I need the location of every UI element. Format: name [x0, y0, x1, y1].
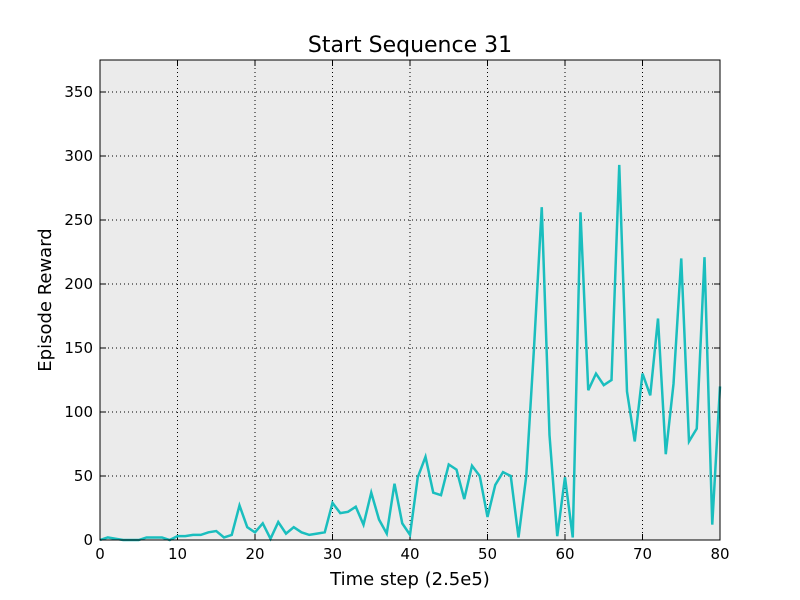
y-tick-label: 50	[74, 467, 93, 485]
x-tick-label: 70	[633, 545, 652, 563]
y-tick-label: 100	[64, 403, 93, 421]
x-tick-label: 80	[710, 545, 729, 563]
x-tick-labels: 0 10 20 30 40 50 60 70 80	[95, 545, 729, 563]
x-tick-label: 40	[400, 545, 419, 563]
x-tick-label: 50	[478, 545, 497, 563]
x-tick-label: 60	[555, 545, 574, 563]
series-group	[99, 164, 722, 542]
y-tick-label: 250	[64, 211, 93, 229]
y-tick-label: 200	[64, 275, 93, 293]
y-tick-label: 0	[83, 531, 93, 549]
series-line	[99, 164, 722, 542]
y-axis-label: Episode Reward	[35, 228, 56, 371]
chart-title: Start Sequence 31	[308, 33, 512, 58]
y-tick-label: 350	[64, 83, 93, 101]
y-tick-label: 150	[64, 339, 93, 357]
x-tick-label: 10	[168, 545, 187, 563]
y-tick-label: 300	[64, 147, 93, 165]
plot-frame	[99, 59, 721, 541]
y-tick-labels: 0 50 100 150 200 250 300 350	[64, 83, 93, 549]
x-axis-label: Time step (2.5e5)	[329, 569, 490, 590]
x-tick-label: 0	[95, 545, 105, 563]
x-tick-label: 30	[323, 545, 342, 563]
x-tick-label: 20	[245, 545, 264, 563]
